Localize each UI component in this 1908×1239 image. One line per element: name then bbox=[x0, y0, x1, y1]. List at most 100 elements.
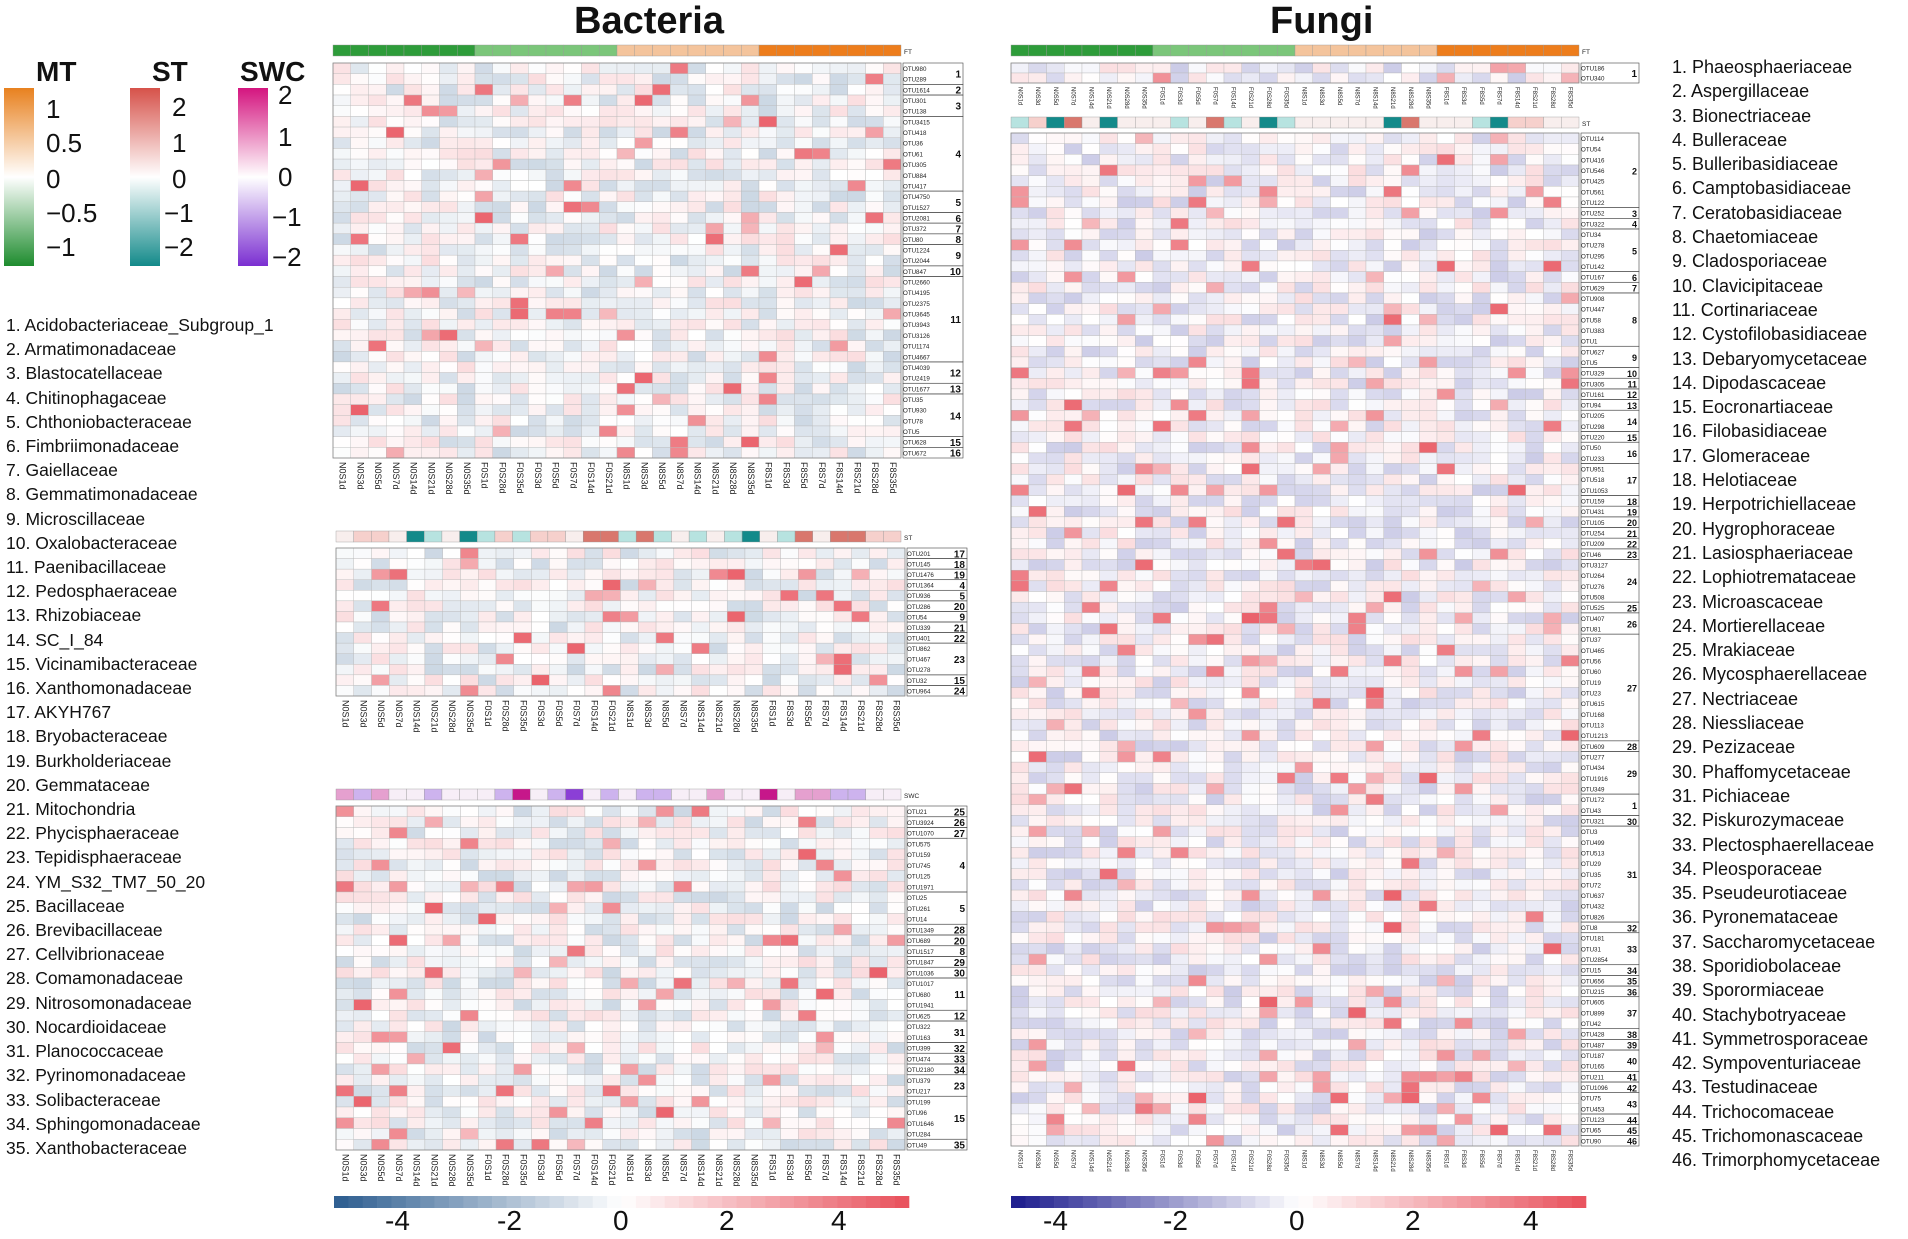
heatmap-cell bbox=[812, 105, 831, 117]
heatmap-cell bbox=[887, 1139, 906, 1151]
heatmap-cell bbox=[616, 254, 635, 267]
heatmap-cell bbox=[887, 924, 906, 936]
heatmap-cell bbox=[883, 84, 902, 96]
heatmap-cell bbox=[1330, 164, 1349, 176]
heatmap-cell bbox=[762, 870, 781, 882]
fungi-family-45: 45. Trichomonascaceae bbox=[1672, 1126, 1864, 1147]
sample-label: N8S5d bbox=[1336, 87, 1342, 105]
heatmap-cell bbox=[1454, 431, 1473, 443]
heatmap-cell bbox=[673, 999, 692, 1011]
heatmap-cell bbox=[865, 180, 884, 192]
heatmap-cell bbox=[439, 372, 458, 384]
heatmap-cell bbox=[670, 169, 689, 181]
sample-label: N0S3d bbox=[358, 700, 368, 728]
heatmap-cell bbox=[1294, 175, 1313, 187]
heatmap-cell bbox=[566, 558, 586, 570]
heatmap-cell bbox=[439, 265, 458, 277]
heatmap-cell bbox=[1454, 335, 1473, 347]
fungi-family-7: 7. Ceratobasidiaceae bbox=[1672, 202, 1843, 223]
heatmap-cell bbox=[1241, 665, 1260, 678]
heatmap-cell bbox=[1472, 495, 1491, 507]
heatmap-cell bbox=[758, 62, 777, 74]
heatmap-cell bbox=[638, 1010, 657, 1022]
heatmap-cell bbox=[726, 999, 746, 1011]
fungi-family-43: 43. Testudinaceae bbox=[1672, 1077, 1818, 1098]
heatmap-cell bbox=[584, 621, 603, 633]
heatmap-cell bbox=[744, 870, 763, 882]
heatmap-cell bbox=[1543, 186, 1562, 198]
heatmap-cell bbox=[460, 600, 479, 612]
heatmap-cell bbox=[847, 329, 866, 341]
heatmap-cell bbox=[1312, 474, 1331, 486]
heatmap-cell bbox=[1188, 591, 1207, 603]
heatmap-cell bbox=[687, 158, 706, 170]
heatmap-cell bbox=[1401, 154, 1420, 166]
heatmap-cell bbox=[815, 579, 835, 591]
heatmap-cell bbox=[1436, 196, 1455, 208]
heatmap-cell bbox=[513, 664, 532, 676]
heatmap-cell bbox=[1525, 250, 1544, 262]
heatmap-cell bbox=[566, 1117, 586, 1129]
heatmap-cell bbox=[1436, 154, 1455, 166]
heatmap-cell bbox=[1472, 335, 1491, 347]
heatmap-cell bbox=[887, 870, 906, 882]
otu-row-label: OTU629 bbox=[1581, 285, 1605, 292]
heatmap-cell bbox=[403, 148, 422, 160]
heatmap-cell bbox=[1046, 282, 1065, 294]
heatmap-cell bbox=[528, 62, 547, 74]
otu-row-label: OTU745 bbox=[907, 863, 931, 870]
heatmap-cell bbox=[439, 62, 458, 74]
heatmap-cell bbox=[673, 1085, 692, 1097]
heatmap-cell bbox=[1365, 633, 1384, 646]
heatmap-cell bbox=[528, 169, 547, 181]
heatmap-cell bbox=[851, 600, 870, 612]
heatmap-cell bbox=[335, 1074, 354, 1086]
heatmap-cell bbox=[1241, 164, 1260, 176]
heatmap-cell bbox=[368, 297, 387, 309]
heatmap-cell bbox=[744, 1031, 763, 1043]
heatmap-cell bbox=[744, 881, 763, 893]
heatmap-cell bbox=[1543, 62, 1562, 74]
family-group-number: 18 bbox=[954, 560, 966, 571]
heatmap-cell bbox=[887, 632, 906, 644]
heatmap-cell bbox=[726, 859, 746, 871]
heatmap-cell bbox=[528, 233, 547, 245]
heatmap-cell bbox=[1507, 62, 1526, 74]
heatmap-cell bbox=[798, 838, 817, 850]
heatmap-cell bbox=[510, 308, 529, 320]
heatmap-cell bbox=[829, 233, 848, 245]
heatmap-cell bbox=[1152, 410, 1171, 422]
heatmap-cell bbox=[638, 632, 657, 644]
heatmap-cell bbox=[1170, 228, 1189, 240]
family-group-number: 12 bbox=[954, 1012, 966, 1023]
heatmap-cell bbox=[1348, 569, 1367, 582]
heatmap-cell bbox=[335, 827, 354, 839]
heatmap-cell bbox=[1064, 538, 1083, 550]
sample-label: N8S28d bbox=[1407, 87, 1413, 109]
heatmap-cell bbox=[513, 1074, 532, 1086]
heatmap-cell bbox=[1454, 154, 1473, 166]
heatmap-cell bbox=[798, 600, 817, 612]
heatmap-cell bbox=[1543, 527, 1562, 539]
heatmap-cell bbox=[566, 1085, 586, 1097]
heatmap-cell bbox=[616, 415, 635, 427]
sample-label: N0S14d bbox=[412, 700, 422, 733]
heatmap-cell bbox=[1312, 260, 1331, 272]
heatmap-cell bbox=[1170, 559, 1189, 571]
heatmap-cell bbox=[1330, 282, 1349, 294]
heatmap-cell bbox=[1383, 655, 1402, 667]
fungi-family-10: 10. Clavicipitaceae bbox=[1672, 275, 1824, 296]
heatmap-cell bbox=[584, 956, 603, 968]
heatmap-cell bbox=[1383, 431, 1402, 443]
heatmap-cell bbox=[723, 116, 742, 128]
heatmap-cell bbox=[1028, 538, 1047, 550]
heatmap-cell bbox=[389, 967, 408, 979]
heatmap-cell bbox=[1330, 644, 1349, 656]
heatmap-cell bbox=[439, 340, 458, 352]
heatmap-cell bbox=[833, 999, 852, 1011]
heatmap-cell bbox=[1490, 580, 1509, 592]
heatmap-cell bbox=[691, 859, 710, 871]
heatmap-cell bbox=[620, 870, 639, 882]
heatmap-cell bbox=[1046, 559, 1065, 571]
heatmap-cell bbox=[1383, 72, 1402, 84]
